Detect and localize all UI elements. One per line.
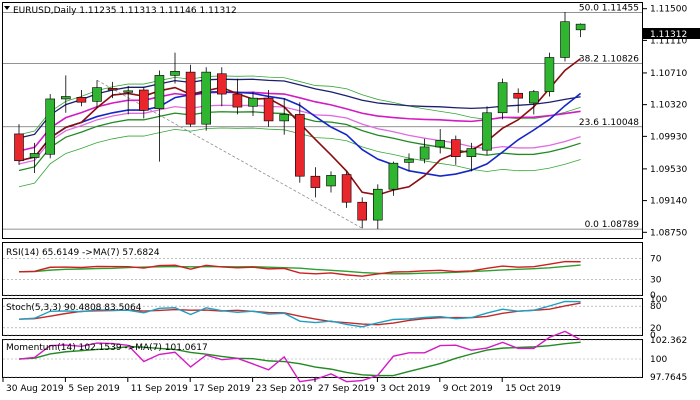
candle-body <box>528 91 539 104</box>
candle-body <box>310 175 321 188</box>
candle-body <box>76 97 87 103</box>
main-chart-title: EURUSD,Daily 1.11235 1.11313 1.11146 1.1… <box>13 6 237 16</box>
candle-body <box>263 97 274 122</box>
candle-body <box>217 73 227 95</box>
current-price-label: 1.11312 <box>650 30 687 40</box>
rsi-ma-line <box>18 264 581 275</box>
candle-body <box>232 93 243 108</box>
candle-body <box>60 96 71 100</box>
fibonacci-level-label: 38.2 1.10826 <box>579 54 639 64</box>
fibonacci-layer: 50.0 1.11455 38.2 1.10826 23.6 1.10048 0.0 … <box>3 3 642 230</box>
fibonacci-level-label: 23.6 1.10048 <box>579 118 639 128</box>
candle-body <box>404 158 414 163</box>
date-tick-label: 27 Sep 2019 <box>318 384 375 394</box>
stoch-panel-frame <box>2 298 643 336</box>
price-axis-layer: 1.11500 1.11110 1.10710 1.10320 1.09930 1.095… <box>643 5 687 383</box>
candle-body <box>29 153 40 158</box>
date-tick-label: 30 Aug 2019 <box>6 384 64 394</box>
candle-body <box>575 23 586 31</box>
candle-body <box>92 87 102 102</box>
candle-body <box>482 112 492 151</box>
date-tick-label: 3 Oct 2019 <box>380 384 430 394</box>
rsi-title: RSI(14) 65.6149 ->MA(7) 57.6824 <box>6 248 160 258</box>
oscillator-tick-label: 100 <box>650 355 667 365</box>
main-panel-frame <box>2 2 643 239</box>
fibonacci-level-label: 0.0 1.08789 <box>585 220 640 230</box>
candle-body <box>170 71 180 76</box>
price-tick-label: 1.09140 <box>650 197 687 207</box>
oscillators-layer <box>18 260 581 383</box>
rsi-line <box>18 260 581 277</box>
momentum-ma-line <box>18 341 581 377</box>
oscillator-tick-label: 102.362 <box>650 336 687 346</box>
candle-body <box>279 114 290 122</box>
candle-body <box>560 21 570 58</box>
price-tick-label: 1.09930 <box>650 132 687 142</box>
candle-body <box>326 175 336 187</box>
date-tick-label: 17 Sep 2019 <box>193 384 250 394</box>
candle-body <box>372 188 383 221</box>
candle-body <box>419 146 430 160</box>
price-tick-label: 1.09530 <box>650 165 687 175</box>
candle-body <box>357 201 368 221</box>
oscillator-tick-label: 80 <box>650 302 662 312</box>
current-price-box-bg <box>643 28 700 39</box>
price-tick-label: 1.10710 <box>650 69 687 79</box>
date-tick-label: 5 Sep 2019 <box>68 384 120 394</box>
oscillator-tick-label: 30 <box>650 275 662 285</box>
candle-body <box>466 148 477 157</box>
candle-body <box>248 97 258 107</box>
oscillator-tick-label: 0 <box>650 331 656 341</box>
oscillator-tick-label: 100 <box>650 295 667 305</box>
candle-body <box>513 92 524 99</box>
candle-body <box>450 139 461 157</box>
candle-body <box>544 57 555 92</box>
candle-body <box>201 71 211 125</box>
rsi-panel-frame <box>2 242 643 296</box>
price-tick-label: 1.10320 <box>650 101 687 111</box>
candle-body <box>14 133 24 162</box>
candle-body <box>154 75 165 110</box>
current-price-box: 1.11312 <box>643 28 700 40</box>
candle-body <box>388 162 399 190</box>
candle-body <box>123 90 133 93</box>
momentum-title: Momentum(14) 102.1539 ->MA(7) 101.0617 <box>6 343 208 353</box>
price-tick-label: 1.08750 <box>650 228 687 238</box>
symbol-arrow-icon <box>4 6 10 10</box>
oscillator-tick-label: 20 <box>650 324 662 334</box>
candle-body <box>435 140 446 148</box>
fibonacci-level-label: 50.0 1.11455 <box>579 3 639 13</box>
oscillator-tick-label: 70 <box>650 255 662 265</box>
candles-layer <box>14 11 586 230</box>
price-tick-label: 1.11110 <box>650 36 687 46</box>
price-tick-label: 1.11500 <box>650 5 687 15</box>
grid-layer <box>3 258 642 378</box>
candle-body <box>341 174 352 203</box>
stoch-title: Stoch(5,3,3) 90.4808 83.5064 <box>6 303 142 313</box>
momentum-line <box>18 330 581 383</box>
date-tick-label: 15 Oct 2019 <box>505 384 561 394</box>
candle-body <box>45 98 56 155</box>
stoch-main-line <box>18 300 581 328</box>
panel-frames <box>2 2 643 378</box>
oscillator-tick-label: 0 <box>650 291 656 301</box>
date-tick-label: 9 Oct 2019 <box>443 384 493 394</box>
candle-body <box>497 82 508 114</box>
date-tick-label: 23 Sep 2019 <box>256 384 313 394</box>
candle-body <box>294 114 305 177</box>
candle-body <box>107 88 118 91</box>
candle-body <box>139 89 149 111</box>
candle-body <box>185 71 196 125</box>
date-tick-label: 11 Sep 2019 <box>131 384 188 394</box>
oscillator-tick-label: 97.7645 <box>650 373 687 383</box>
date-axis-layer: 30 Aug 2019 5 Sep 2019 11 Sep 2019 17 Sep 2… <box>2 378 561 394</box>
